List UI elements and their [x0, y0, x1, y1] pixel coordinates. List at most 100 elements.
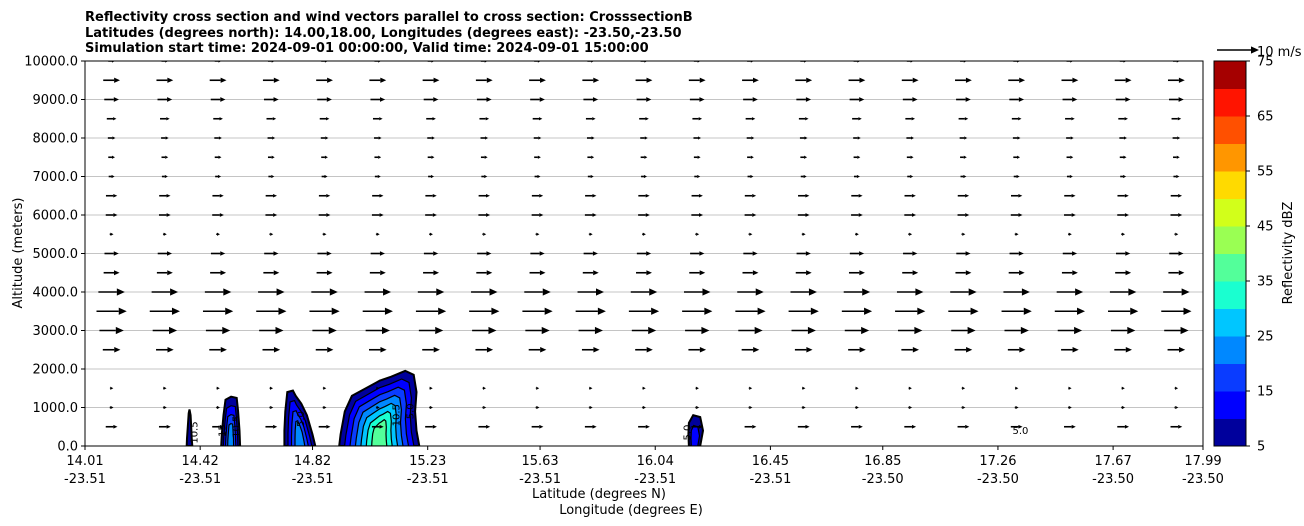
wind-vector-r14-c4-head — [325, 136, 329, 140]
wind-vector-r3-c7 — [475, 346, 494, 353]
wind-vector-r13-c18-head — [1070, 155, 1074, 159]
wind-vector-r3-c2 — [209, 346, 227, 353]
wind-vector-r6-c0 — [98, 288, 125, 296]
wind-vector-r2-c5 — [376, 386, 380, 390]
wind-vector-r1-c3-head — [270, 405, 274, 410]
wind-vector-r9-c7-head — [483, 232, 487, 236]
wind-vector-r17-c2-head — [220, 77, 227, 83]
wind-vector-r4-c5-head — [381, 326, 390, 335]
wind-vector-r14-c15-head — [910, 136, 914, 140]
wind-vector-r17-c14 — [848, 77, 866, 83]
wind-vector-r9-c10-head — [642, 232, 646, 236]
wind-vector-r6-c4 — [311, 288, 338, 296]
wind-vector-r8-c4-head — [326, 251, 332, 256]
wind-vector-r13-c20-head — [1176, 155, 1180, 159]
wind-vector-r14-c7-head — [485, 136, 489, 140]
wind-vector-r4-c2-head — [222, 326, 231, 335]
wind-vector-r15-c19-head — [1124, 117, 1128, 121]
wind-vector-r4-c17-head — [1020, 326, 1029, 335]
wind-vector-r3-c4-head — [327, 346, 334, 353]
wind-vector-r12-c16-head — [963, 174, 967, 179]
wind-vector-r3-c19-head — [1125, 346, 1132, 353]
wind-vector-r4-c19-head — [1127, 326, 1136, 335]
wind-vector-r5-c13-head — [810, 307, 819, 315]
wind-vector-r17-c12-head — [752, 77, 759, 83]
wind-vector-r2-c12 — [748, 386, 753, 390]
wind-vector-r4-c6 — [418, 326, 444, 335]
wind-vector-r3-c7-head — [486, 346, 494, 353]
wind-vector-r7-c6-head — [433, 270, 440, 276]
wind-vector-r6-c20-head — [1181, 288, 1190, 296]
wind-vector-r16-c17 — [1009, 97, 1025, 102]
wind-vector-r15-c5 — [372, 117, 383, 121]
wind-vector-r12-c1-head — [164, 174, 168, 179]
wind-vector-r1-c20-head — [1175, 405, 1179, 410]
wind-vector-r12-c3-head — [271, 174, 275, 179]
wind-vector-r0-c20 — [1170, 424, 1183, 429]
wind-vector-r15-c1 — [160, 117, 170, 121]
wind-vector-r11-c3-head — [273, 193, 278, 198]
wind-vector-r6-c15-head — [915, 288, 924, 296]
wind-vector-r4-c13 — [791, 326, 816, 335]
colorbar-segment-2 — [1214, 363, 1246, 392]
wind-vector-r10-c12 — [744, 213, 757, 217]
wind-vector-r4-c11-head — [701, 326, 710, 335]
wind-vector-r0-c1-head — [166, 424, 171, 429]
wind-vector-r0-c4-head — [326, 424, 331, 429]
wind-vector-r10-c19-head — [1124, 213, 1130, 217]
wind-vector-r16-c6 — [423, 97, 439, 102]
wind-vector-r4-c8-head — [541, 326, 550, 335]
wind-vector-r10-c17 — [1010, 213, 1023, 217]
wind-vector-r17-c1 — [156, 77, 174, 83]
wind-vector-r1-c8 — [535, 405, 540, 410]
wind-vector-r6-c17 — [1003, 288, 1030, 296]
wind-vector-r16-c4-head — [326, 97, 332, 102]
x-tick-lon-8: -23.50 — [977, 472, 1019, 487]
wind-vector-r13-c13-head — [804, 155, 808, 159]
wind-vector-r13-c19 — [1119, 155, 1127, 159]
wind-vector-r10-c18-head — [1071, 213, 1076, 217]
wind-vector-r10-c0-head — [113, 213, 118, 217]
wind-vector-r4-c1 — [152, 326, 178, 335]
wind-vector-r8-c20 — [1169, 251, 1184, 256]
wind-vector-r4-c9 — [578, 326, 603, 335]
wind-vector-r2-c8 — [535, 386, 540, 390]
wind-vector-r2-c10 — [642, 386, 646, 390]
x-tick-lon-2: -23.51 — [292, 472, 334, 487]
wind-vector-r10-c14 — [851, 213, 863, 217]
wind-vector-r14-c1-head — [165, 136, 169, 140]
wind-vector-r17-c20 — [1167, 77, 1185, 83]
wind-vector-r8-c11 — [690, 251, 705, 256]
wind-vector-r2-c6-head — [429, 386, 433, 390]
wind-vector-r14-c20 — [1172, 136, 1181, 140]
colorbar-segment-4 — [1214, 308, 1246, 337]
wind-vector-r15-c3 — [266, 117, 277, 121]
colorbar-segment-9 — [1214, 171, 1246, 199]
wind-vector-r7-c4-head — [326, 270, 333, 276]
wind-vector-r9-c18 — [1068, 232, 1072, 236]
wind-vector-r17-c11-head — [699, 77, 706, 83]
wind-vector-r15-c18 — [1065, 117, 1075, 121]
wind-vector-r6-c18 — [1056, 288, 1084, 296]
wind-vector-r0-c10 — [638, 424, 650, 429]
wind-vector-r14-c5-head — [378, 136, 382, 140]
wind-vector-r2-c0-head — [110, 386, 114, 390]
wind-vector-r16-c19 — [1115, 97, 1131, 102]
wind-vector-r11-c10 — [638, 193, 650, 198]
wind-vector-r11-c4-head — [326, 193, 331, 198]
wind-vector-r8-c12-head — [752, 251, 758, 256]
wind-vector-r3-c8 — [528, 346, 547, 353]
y-tick-label-3: 3000.0 — [33, 324, 79, 339]
wind-vector-r7-c7 — [476, 270, 493, 276]
wind-vector-r4-c11 — [685, 326, 710, 335]
wind-vector-r8-c15 — [903, 251, 918, 256]
wind-vector-r13-c0 — [108, 155, 115, 159]
wind-vector-r11-c5-head — [379, 193, 384, 198]
wind-vector-r3-c13 — [794, 346, 813, 353]
wind-vector-r11-c11-head — [698, 193, 703, 198]
wind-vector-r6-c13 — [790, 288, 817, 296]
wind-vector-r10-c12-head — [752, 213, 757, 217]
wind-vector-r13-c14 — [853, 155, 861, 159]
wind-vector-r9-c6 — [429, 232, 433, 236]
